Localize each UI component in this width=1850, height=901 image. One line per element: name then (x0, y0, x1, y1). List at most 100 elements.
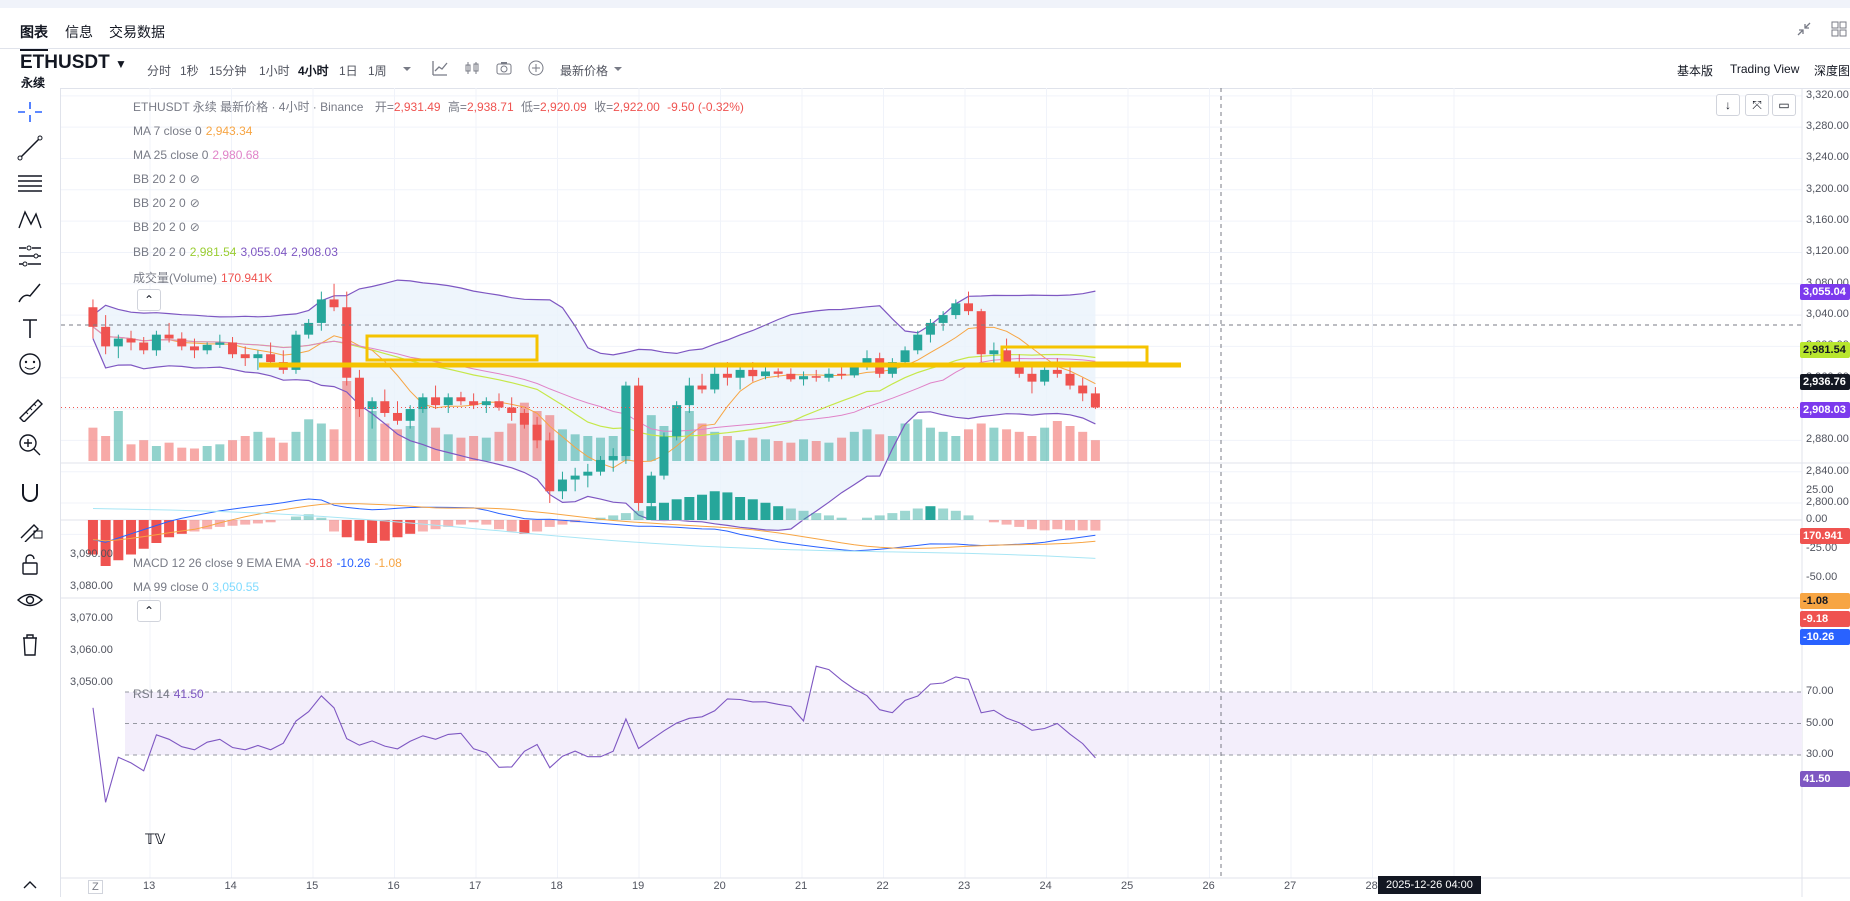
volume-bar (1052, 421, 1062, 461)
candle-body (164, 334, 174, 339)
macd-histogram-bar (392, 520, 403, 538)
brush-tool-icon[interactable] (14, 278, 46, 306)
drawing-toolbar (0, 88, 61, 897)
fib-tool-icon[interactable] (14, 170, 46, 198)
interval-15m[interactable]: 15分钟 (209, 64, 247, 78)
candle-body (304, 322, 314, 335)
candle-body (938, 315, 948, 323)
view-basic[interactable]: 基本版 (1677, 64, 1714, 78)
symbol-text: ETHUSDT (20, 52, 110, 73)
interval-4h[interactable]: 4小时 (298, 64, 329, 78)
price-type-chevron-icon[interactable] (611, 62, 625, 76)
collapse-icon[interactable] (1795, 20, 1813, 38)
candle-body (976, 311, 986, 355)
view-tradingview[interactable]: Trading View (1730, 62, 1800, 76)
volume-bar (354, 394, 364, 461)
macd-histogram-bar (785, 508, 796, 520)
macd-histogram-bar (455, 520, 466, 525)
time-axis-label: 20 (713, 880, 726, 892)
prediction-tool-icon[interactable] (14, 242, 46, 270)
collapse-macd-legend-icon[interactable]: ⌃ (137, 600, 161, 622)
candle-body (456, 397, 466, 402)
macd-histogram-bar (671, 499, 682, 520)
interval-dropdown-icon[interactable] (400, 62, 414, 76)
indicators-icon[interactable] (463, 59, 481, 77)
zoom-tool-icon[interactable] (14, 430, 46, 458)
scroll-down-icon[interactable]: ↓ (1716, 94, 1740, 116)
candle-body (659, 436, 669, 476)
trash-icon[interactable] (14, 630, 46, 658)
macd-histogram-bar (227, 520, 238, 526)
timezone-button[interactable]: Z (88, 880, 103, 894)
emoji-tool-icon[interactable] (14, 350, 46, 378)
candle-body (735, 369, 745, 378)
chart-canvas[interactable] (61, 88, 1850, 897)
collapse-arrow-icon[interactable] (14, 868, 46, 896)
layout-icon[interactable] (1830, 20, 1848, 38)
tab-trading-data[interactable]: 交易数据 (109, 24, 165, 40)
lock-icon[interactable] (14, 550, 46, 578)
tab-info[interactable]: 信息 (65, 24, 93, 40)
rsi-price-tag: 41.50 (1800, 771, 1850, 787)
legend-low: 2,920.09 (540, 100, 587, 114)
macd-histogram-bar (874, 515, 885, 520)
macd-histogram-bar (354, 520, 365, 541)
candle-body (862, 358, 872, 366)
top-strip (0, 0, 1850, 8)
interval-1s[interactable]: 1秒 (180, 64, 199, 78)
macd-histogram-bar (405, 520, 416, 534)
macd-histogram-bar (316, 517, 327, 520)
macd-histogram-bar (735, 497, 746, 520)
volume-bar (202, 446, 212, 461)
price-axis-label: 2,840.00 (1806, 464, 1849, 477)
price-type-select[interactable]: 最新价格 (560, 64, 609, 78)
interval-1d[interactable]: 1日 (339, 64, 358, 78)
volume-bar (405, 426, 415, 461)
macd-histogram-bar (379, 520, 390, 541)
text-tool-icon[interactable] (14, 314, 46, 342)
bb2-label: BB 20 2 0 (133, 196, 186, 210)
tradingview-logo[interactable]: 𝕋𝕍 (145, 831, 166, 847)
bb4-upper: 3,055.04 (240, 245, 288, 259)
candle-body (1078, 385, 1088, 394)
highlight-box-right (1000, 345, 1149, 365)
ruler-tool-icon[interactable] (14, 394, 46, 423)
chart-type-icon[interactable] (431, 59, 449, 77)
time-axis-label: 28 (1365, 880, 1378, 892)
pattern-tool-icon[interactable] (14, 206, 46, 234)
camera-icon[interactable] (495, 59, 513, 77)
bb3-hidden-icon[interactable]: ⊘ (189, 220, 200, 234)
bb-mid-price-tag: 2,981.54 (1800, 342, 1850, 358)
candle-body (634, 385, 644, 504)
symbol-dropdown-icon[interactable]: ▼ (115, 57, 127, 71)
candle-body (760, 371, 770, 377)
volume-bar (1065, 426, 1075, 461)
candle-body (240, 354, 250, 359)
symbol-name[interactable]: ETHUSDT ▼ (20, 52, 127, 74)
candle-body (913, 334, 923, 351)
fullscreen-icon[interactable]: ▭ (1772, 94, 1796, 116)
bb2-hidden-icon[interactable]: ⊘ (189, 196, 200, 210)
ma7-line (92, 326, 1096, 469)
macd-histogram-bar (544, 520, 555, 527)
bb1-hidden-icon[interactable]: ⊘ (189, 172, 200, 186)
maximize-pane-icon[interactable]: ⤧ (1745, 94, 1769, 116)
add-icon[interactable] (527, 59, 545, 77)
interval-1h[interactable]: 1小时 (259, 64, 290, 78)
candle-body (494, 401, 504, 408)
collapse-legend-icon[interactable]: ⌃ (137, 289, 161, 311)
trend-line-tool-icon[interactable] (14, 134, 46, 162)
tab-chart[interactable]: 图表 (20, 24, 48, 51)
price-axis-label: 3,240.00 (1806, 151, 1849, 164)
view-depth[interactable]: 深度图 (1814, 64, 1850, 78)
lock-draw-tool-icon[interactable] (14, 514, 46, 543)
macd-histogram-bar (963, 515, 974, 520)
magnet-tool-icon[interactable] (14, 478, 46, 506)
interval-tick[interactable]: 分时 (147, 64, 172, 78)
time-axis-label: 14 (224, 880, 237, 892)
volume-bar (989, 427, 999, 461)
eye-icon[interactable] (14, 586, 46, 614)
macd-histogram-bar (1090, 520, 1101, 531)
crosshair-tool-icon[interactable] (14, 98, 46, 126)
interval-1w[interactable]: 1周 (368, 64, 387, 78)
